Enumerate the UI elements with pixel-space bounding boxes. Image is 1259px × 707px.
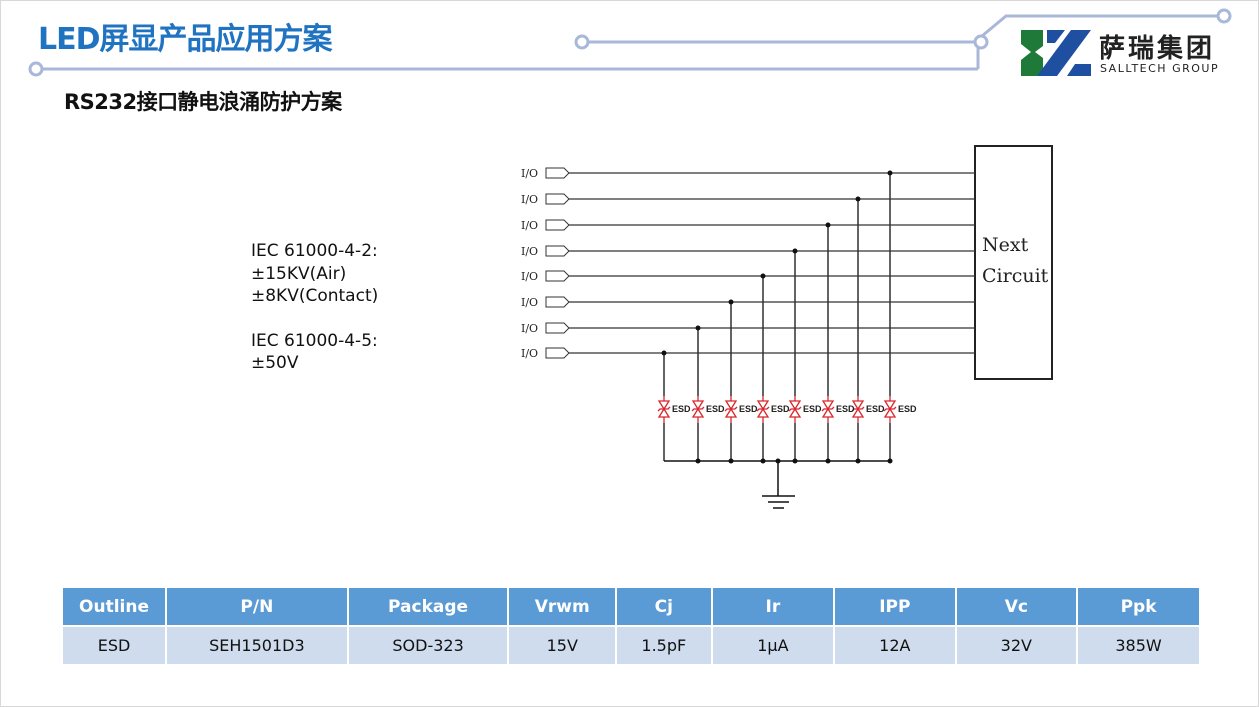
spec-line: IEC 61000-4-2: bbox=[251, 241, 378, 261]
junction-dot bbox=[695, 325, 701, 331]
tvs-diode-icon bbox=[657, 407, 671, 418]
io-label: I/O bbox=[521, 347, 538, 360]
esd-label: ESD bbox=[771, 404, 790, 414]
spec-line: IEC 61000-4-5: bbox=[251, 330, 378, 351]
table-row: ESD SEH1501D3 SOD-323 15V 1.5pF 1μA 12A 32V 385W bbox=[63, 626, 1201, 664]
logo-name-cn: 萨瑞集团 bbox=[1099, 34, 1216, 64]
tvs-diode-icon bbox=[756, 407, 770, 418]
io-label: I/O bbox=[521, 167, 538, 180]
column-header: Package bbox=[347, 588, 510, 627]
logo-mark-icon bbox=[1021, 30, 1091, 76]
tvs-diode-icon bbox=[724, 407, 738, 418]
column-header: IPP bbox=[834, 588, 957, 627]
company-logo: 萨瑞集团 SALLTECH GROUP bbox=[1021, 30, 1231, 78]
column-header: Cj bbox=[616, 588, 713, 627]
tvs-diode-icon bbox=[788, 407, 802, 418]
esd-label: ESD bbox=[672, 404, 691, 414]
esd-label: ESD bbox=[803, 404, 822, 414]
io-port-icon bbox=[545, 322, 570, 334]
esd-label: ESD bbox=[706, 404, 725, 414]
junction-dot bbox=[887, 170, 893, 176]
spec-line: ±50V bbox=[251, 353, 299, 373]
esd-label: ESD bbox=[898, 404, 917, 414]
column-header: Ir bbox=[711, 588, 836, 627]
product-spec-table: Outline P/N Package Vrwm Cj Ir IPP Vc Ppk ESD SEH… bbox=[63, 588, 1201, 664]
io-port-icon bbox=[545, 270, 570, 282]
io-label: I/O bbox=[521, 193, 538, 206]
tvs-diode-bar bbox=[883, 406, 897, 412]
tvs-diode-icon bbox=[657, 400, 671, 411]
junction-dot bbox=[825, 222, 831, 228]
tvs-diode-bar bbox=[821, 406, 835, 412]
table-cell: 385W bbox=[1077, 626, 1201, 664]
tvs-diode-icon bbox=[821, 400, 835, 411]
io-port-icon bbox=[545, 167, 570, 179]
esd-label: ESD bbox=[836, 404, 855, 414]
junction-dot bbox=[792, 248, 798, 254]
spec-text: IEC 61000-4-2: ±15KV(Air) ±8KV(Contact) … bbox=[251, 240, 378, 375]
table-cell: 32V bbox=[955, 626, 1079, 664]
table-cell: 1.5pF bbox=[616, 626, 713, 664]
io-label: I/O bbox=[521, 296, 538, 309]
junction-dot bbox=[728, 299, 734, 305]
esd-label: ESD bbox=[866, 404, 885, 414]
column-header: Vc bbox=[955, 588, 1079, 627]
io-port-icon bbox=[545, 347, 570, 359]
tvs-diode-icon bbox=[788, 400, 802, 411]
io-port-icon bbox=[545, 245, 570, 257]
io-port-icon bbox=[545, 296, 570, 308]
tvs-diode-icon bbox=[756, 400, 770, 411]
next-circuit-label: Next bbox=[982, 234, 1029, 256]
io-label: I/O bbox=[521, 322, 538, 335]
tvs-diode-bar bbox=[756, 406, 770, 412]
column-header: Vrwm bbox=[508, 588, 618, 627]
tvs-diode-bar bbox=[657, 406, 671, 412]
esd-label: ESD bbox=[739, 404, 758, 414]
table-cell: 15V bbox=[508, 626, 618, 664]
junction-dot bbox=[760, 273, 766, 279]
tvs-diode-icon bbox=[691, 400, 705, 411]
table-header-row: Outline P/N Package Vrwm Cj Ir IPP Vc Ppk bbox=[63, 588, 1201, 627]
tvs-diode-icon bbox=[691, 407, 705, 418]
tvs-diode-icon bbox=[883, 407, 897, 418]
io-label: I/O bbox=[521, 270, 538, 283]
io-port-icon bbox=[545, 219, 570, 231]
column-header: P/N bbox=[166, 588, 349, 627]
column-header: Ppk bbox=[1077, 588, 1201, 627]
tvs-diode-icon bbox=[821, 407, 835, 418]
tvs-diode-bar bbox=[851, 406, 865, 412]
section-title: RS232接口静电浪涌防护方案 bbox=[64, 90, 342, 114]
tvs-diode-icon bbox=[883, 400, 897, 411]
junction-dot bbox=[661, 350, 667, 356]
column-header: Outline bbox=[63, 588, 168, 627]
page-title: LED屏显产品应用方案 bbox=[38, 22, 333, 57]
tvs-diode-bar bbox=[691, 406, 705, 412]
next-circuit-label: Circuit bbox=[982, 265, 1049, 287]
next-circuit-box bbox=[974, 145, 1053, 380]
junction-dot bbox=[855, 196, 861, 202]
io-label: I/O bbox=[521, 245, 538, 258]
logo-name-en: SALLTECH GROUP bbox=[1100, 62, 1220, 75]
table-cell: 1μA bbox=[711, 626, 836, 664]
tvs-diode-bar bbox=[724, 406, 738, 412]
spec-line: ±15KV(Air) bbox=[251, 263, 347, 284]
tvs-diode-icon bbox=[724, 400, 738, 411]
io-port-icon bbox=[545, 193, 570, 205]
table-cell: 12A bbox=[834, 626, 957, 664]
tvs-diode-bar bbox=[788, 406, 802, 412]
table-cell: SOD-323 bbox=[347, 626, 510, 664]
io-label: I/O bbox=[521, 219, 538, 232]
tvs-diode-icon bbox=[851, 400, 865, 411]
table-cell: SEH1501D3 bbox=[166, 626, 349, 664]
table-cell: ESD bbox=[63, 626, 168, 664]
spec-line: ±8KV(Contact) bbox=[251, 286, 379, 306]
